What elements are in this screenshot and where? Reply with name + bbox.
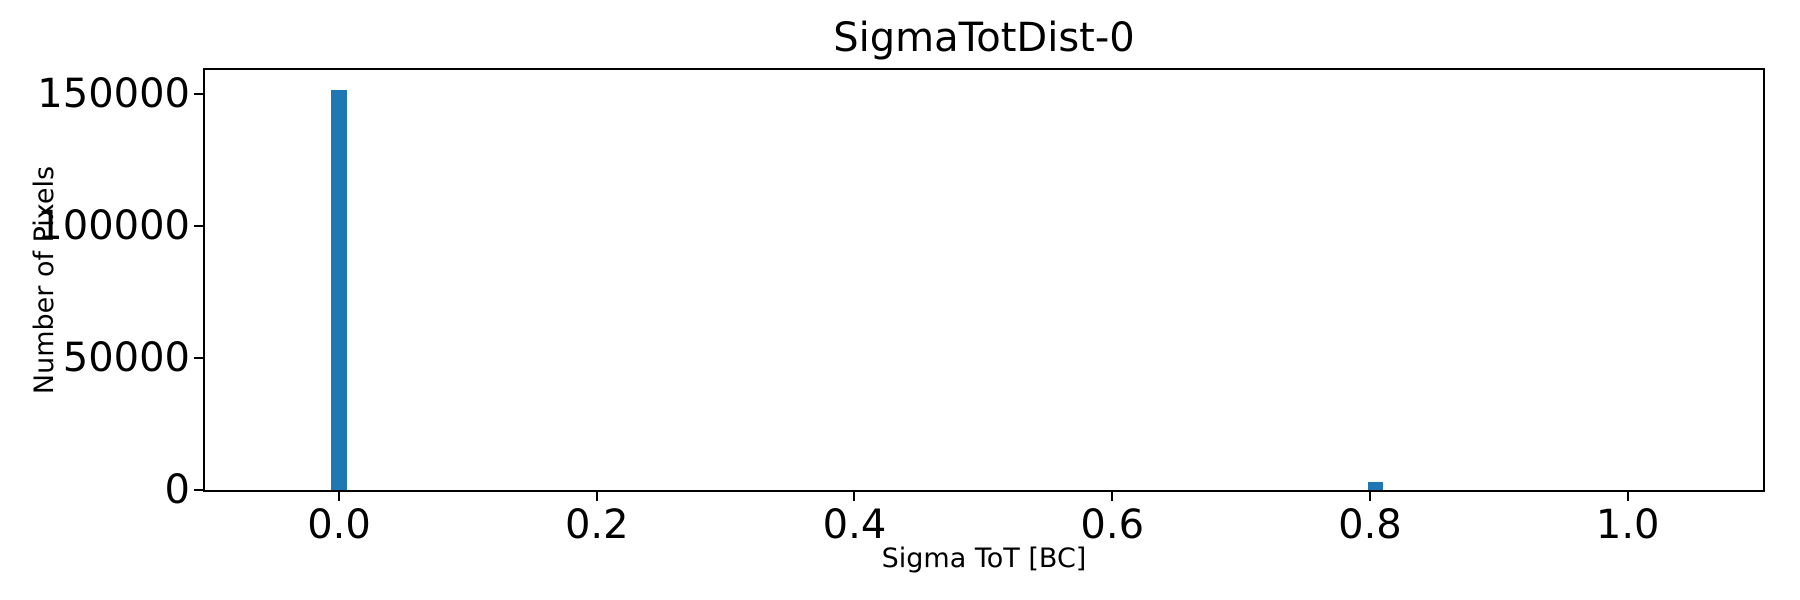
- plot-area: [203, 68, 1765, 492]
- x-tick-label: 1.0: [1595, 502, 1660, 548]
- x-tick-label: 0.8: [1338, 502, 1402, 548]
- y-tick-label: 150000: [37, 70, 190, 117]
- y-tick-mark: [194, 489, 203, 491]
- y-axis-label: Number of Pixels: [29, 165, 60, 395]
- y-tick-label: 100000: [37, 202, 190, 249]
- x-tick-mark: [1111, 492, 1114, 501]
- y-tick-label: 0: [164, 467, 190, 513]
- y-tick-mark: [194, 224, 203, 227]
- x-tick-mark: [338, 492, 341, 501]
- x-tick-mark: [853, 492, 856, 501]
- histogram-bar: [1367, 482, 1383, 490]
- x-tick-label: 0.6: [1080, 502, 1145, 548]
- chart-title: SigmaTotDist-0: [833, 15, 1135, 61]
- x-tick-mark: [595, 492, 598, 501]
- x-tick-label: 0.2: [564, 502, 629, 548]
- y-tick-mark: [194, 92, 203, 95]
- x-tick-label: 0.4: [822, 502, 887, 548]
- x-tick-mark: [1626, 492, 1629, 501]
- y-tick-mark: [194, 356, 203, 359]
- y-tick-label: 50000: [62, 334, 190, 381]
- histogram-bar: [331, 90, 347, 490]
- x-tick-label: 0.0: [307, 502, 371, 548]
- x-axis-label: Sigma ToT [BC]: [881, 543, 1087, 574]
- x-tick-mark: [1368, 492, 1371, 501]
